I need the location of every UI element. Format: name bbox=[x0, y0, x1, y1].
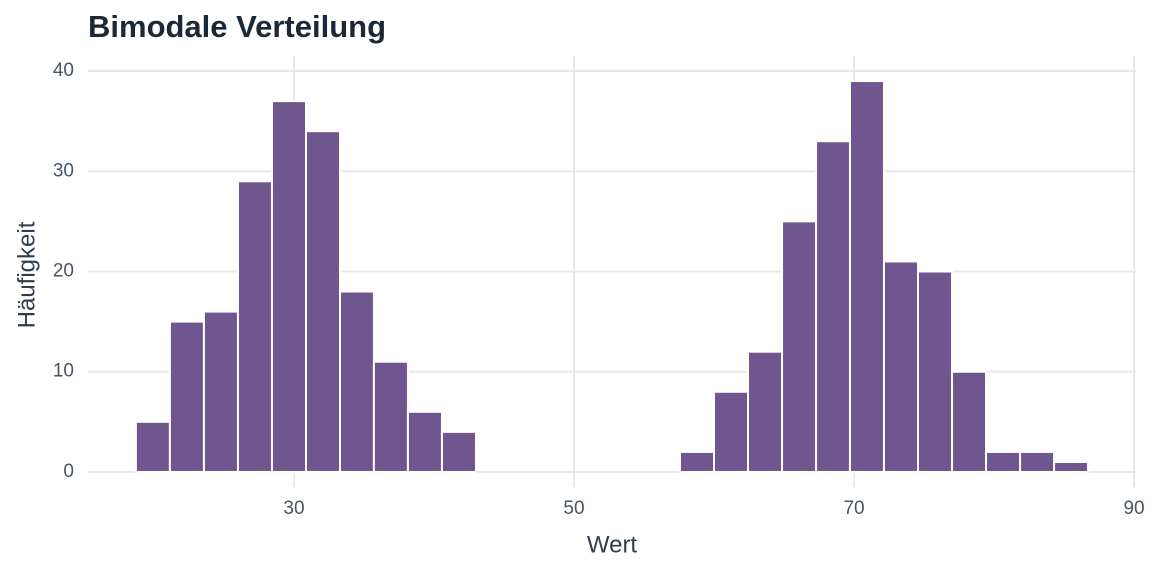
bar bbox=[339, 290, 375, 473]
y-axis-label: Häufigkeit bbox=[13, 221, 40, 328]
bar bbox=[951, 370, 988, 473]
bar bbox=[712, 390, 750, 473]
bar bbox=[916, 270, 954, 473]
bar bbox=[134, 420, 171, 473]
bar bbox=[440, 430, 477, 473]
y-tick-label: 10 bbox=[53, 361, 74, 382]
bar bbox=[168, 320, 205, 473]
bar bbox=[202, 310, 239, 473]
bar bbox=[781, 220, 818, 473]
bar bbox=[848, 80, 885, 473]
chart-title: Bimodale Verteilung bbox=[88, 9, 386, 44]
bar bbox=[1053, 460, 1089, 473]
bar bbox=[305, 130, 342, 473]
bar bbox=[747, 350, 784, 473]
bar bbox=[678, 450, 715, 473]
bar bbox=[882, 260, 919, 473]
x-axis-label: Wert bbox=[587, 531, 638, 558]
bar bbox=[236, 180, 273, 473]
x-tick-label: 90 bbox=[1123, 498, 1144, 519]
bar bbox=[1019, 450, 1056, 473]
y-tick-label: 20 bbox=[53, 261, 74, 282]
bar bbox=[270, 100, 308, 473]
bar bbox=[985, 450, 1022, 473]
bar bbox=[406, 410, 443, 473]
bar bbox=[815, 140, 851, 473]
x-tick-label: 70 bbox=[843, 498, 864, 519]
x-tick-label: 50 bbox=[563, 498, 584, 519]
x-tick-label: 30 bbox=[283, 498, 304, 519]
y-tick-label: 0 bbox=[63, 461, 74, 482]
y-tick-label: 40 bbox=[53, 60, 74, 81]
bar bbox=[372, 360, 409, 473]
y-tick-label: 30 bbox=[53, 160, 74, 181]
